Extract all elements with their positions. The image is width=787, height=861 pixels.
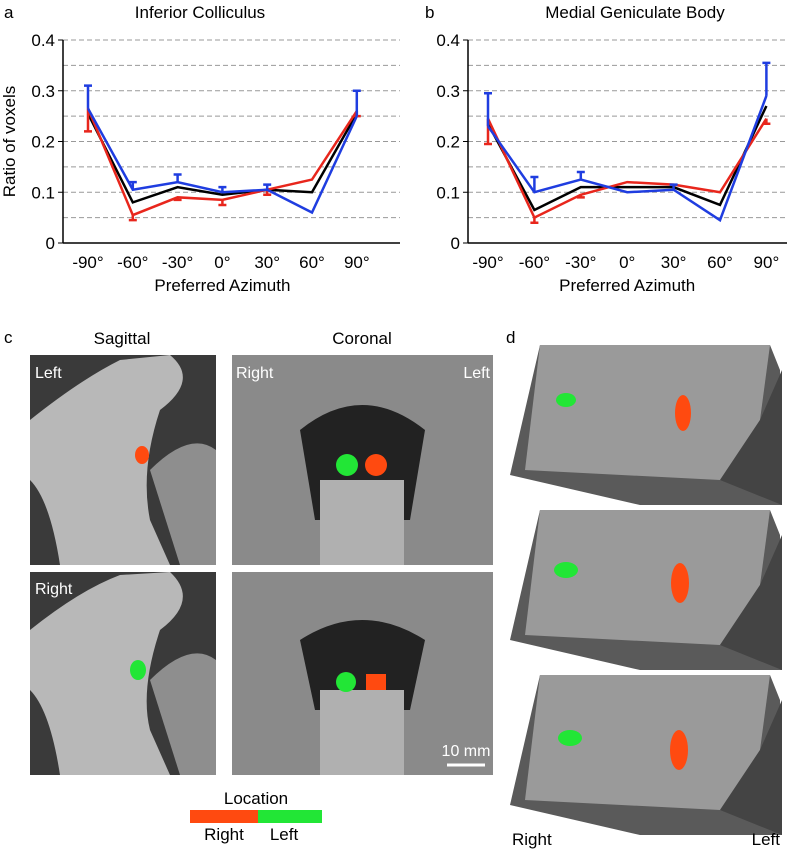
y-tick-label: 0.2	[436, 133, 460, 152]
y-tick-label: 0.3	[31, 82, 55, 101]
error-bar	[762, 61, 771, 96]
panel-label: c	[4, 328, 13, 347]
chart-title: Medial Geniculate Body	[545, 3, 725, 22]
y-tick-label: 0	[451, 234, 460, 253]
x-tick-label: 30°	[661, 253, 687, 272]
x-tick-label: -30°	[162, 253, 193, 272]
series-line	[86, 107, 358, 215]
column-title: Sagittal	[94, 329, 151, 348]
x-tick-label: 0°	[619, 253, 635, 272]
error-bar	[128, 180, 137, 190]
charts: a Inferior Colliculus 0 0.1 0.2 0.3 0.4 -90° -60…	[0, 3, 787, 295]
legend-label: Right	[204, 825, 244, 844]
column-title: Coronal	[332, 329, 392, 348]
y-tick-label: 0	[46, 234, 55, 253]
x-tick-label: 90°	[344, 253, 370, 272]
x-tick-label: 60°	[707, 253, 733, 272]
orientation-label: Right	[512, 830, 552, 849]
legend-label: Left	[270, 825, 299, 844]
image-label: Right	[236, 365, 274, 382]
error-bar	[530, 175, 539, 193]
image-label: Left	[463, 365, 490, 382]
error-bar	[576, 170, 585, 180]
y-tick-label: 0.4	[31, 31, 55, 50]
x-tick-label: 90°	[754, 253, 780, 272]
image-label: Right	[35, 581, 73, 598]
error-bar	[173, 197, 182, 202]
legend-swatch	[190, 810, 258, 823]
panel-label: a	[4, 3, 14, 22]
error-bar	[762, 118, 771, 125]
x-axis-label: Preferred Azimuth	[154, 276, 290, 295]
mri-images	[30, 355, 493, 775]
x-tick-label: -60°	[519, 253, 550, 272]
y-tick-label: 0.1	[436, 183, 460, 202]
series-line	[86, 108, 358, 217]
chart-title: Inferior Colliculus	[135, 3, 265, 22]
series-line	[86, 112, 358, 204]
y-tick-label: 0.3	[436, 82, 460, 101]
error-bar	[576, 194, 585, 199]
panel-label: d	[506, 328, 515, 347]
error-bar	[263, 183, 272, 190]
x-tick-label: 30°	[254, 253, 280, 272]
error-bar	[218, 185, 227, 193]
3d-renders	[510, 345, 782, 835]
image-label: Left	[35, 365, 62, 382]
error-bar	[84, 84, 92, 109]
error-bar	[669, 183, 678, 190]
x-tick-label: 0°	[214, 253, 230, 272]
legend-swatch	[258, 810, 322, 823]
error-bar	[352, 89, 361, 117]
error-bar	[173, 173, 182, 183]
scale-bar-label: 10 mm	[442, 743, 491, 760]
x-tick-label: -90°	[72, 253, 103, 272]
y-tick-label: 0.1	[31, 183, 55, 202]
x-tick-label: 60°	[299, 253, 325, 272]
x-tick-label: -60°	[117, 253, 148, 272]
panel-label: b	[425, 3, 434, 22]
y-tick-label: 0.2	[31, 133, 55, 152]
error-bar	[530, 217, 539, 224]
error-bar	[84, 108, 92, 133]
series-line	[486, 105, 768, 212]
legend-title: Location	[224, 789, 288, 808]
error-bar	[128, 215, 137, 222]
error-bar	[484, 92, 492, 127]
y-axis-label: Ratio of voxels	[0, 86, 19, 198]
x-tick-label: -90°	[472, 253, 503, 272]
x-tick-label: -30°	[565, 253, 596, 272]
orientation-label: Left	[752, 830, 781, 849]
y-tick-label: 0.4	[436, 31, 460, 50]
x-axis-label: Preferred Azimuth	[559, 276, 695, 295]
error-bar	[218, 199, 227, 207]
